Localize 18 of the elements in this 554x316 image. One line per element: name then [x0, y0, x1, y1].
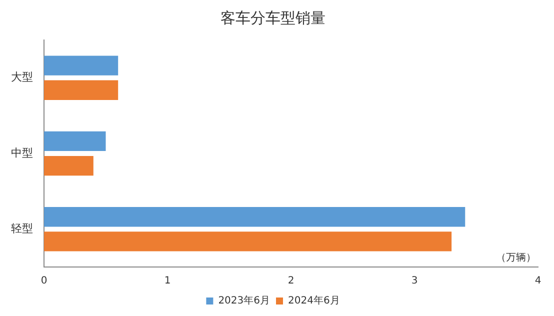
chart-title: 客车分车型销量 — [220, 8, 326, 27]
x-tick-label: 3 — [411, 276, 418, 287]
bar — [44, 56, 118, 76]
bar — [44, 156, 94, 176]
x-tick-label: 2 — [288, 276, 294, 287]
x-tick-label: 4 — [534, 276, 542, 287]
bar — [44, 207, 466, 227]
y-tick-label: 大型 — [11, 70, 33, 84]
x-tick-label: 0 — [40, 276, 48, 287]
bar — [44, 232, 452, 252]
y-tick-label: 中型 — [11, 146, 33, 160]
legend-label: 2024年6月 — [288, 294, 340, 307]
y-tick-label: 轻型 — [11, 222, 33, 236]
bar — [44, 131, 106, 152]
bar — [44, 80, 118, 100]
x-tick-label: 1 — [164, 276, 171, 287]
annotation: （万辆） — [496, 252, 536, 264]
legend-label: 2023年6月 — [218, 294, 270, 307]
